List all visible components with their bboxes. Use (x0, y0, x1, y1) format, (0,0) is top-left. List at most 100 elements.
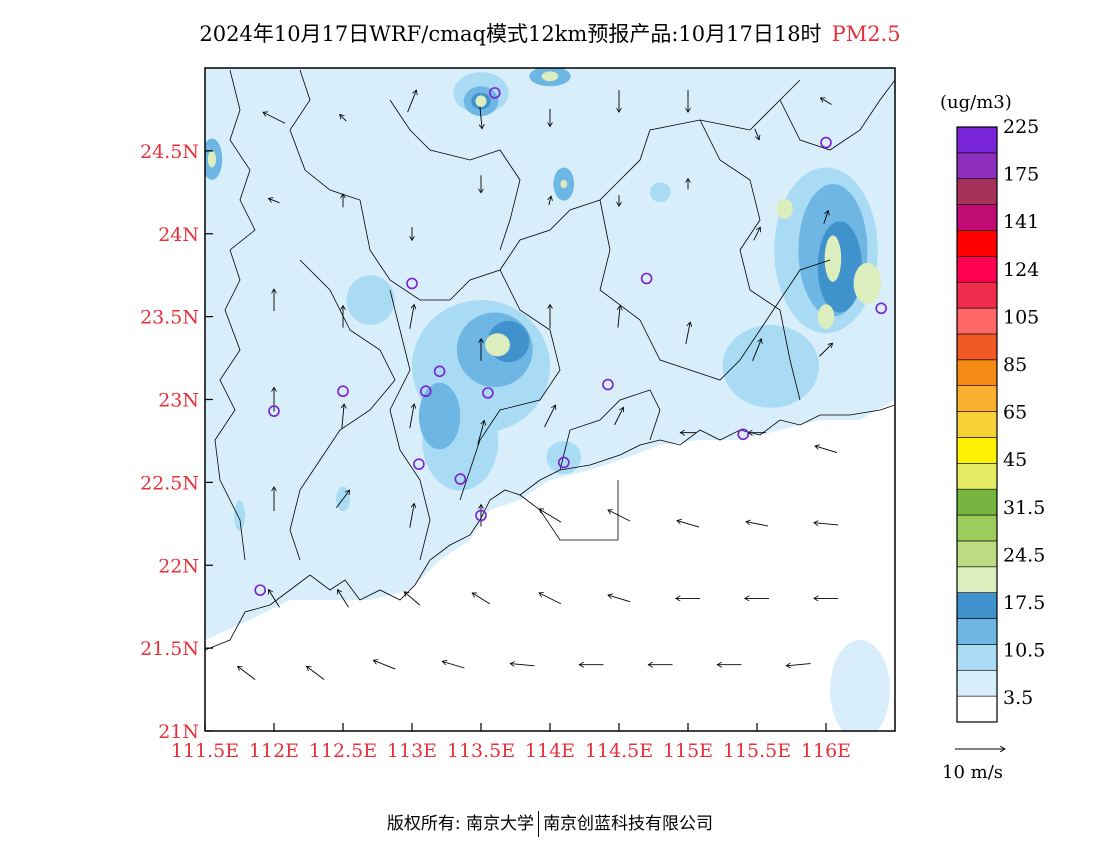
station-marker-14 (557, 456, 570, 469)
colorbar-swatch-16 (956, 281, 998, 309)
station-marker-0 (488, 87, 501, 99)
region-border-1 (214, 69, 256, 561)
wind-arrow-50 (608, 595, 631, 603)
wind-arrow-17 (823, 211, 828, 224)
wind-arrow-29 (409, 404, 414, 429)
colorbar-swatch-9 (956, 463, 998, 490)
pollution-blob-16 (475, 95, 487, 107)
region-border-7 (699, 119, 801, 401)
lon-label-6: 114.5E (585, 740, 653, 762)
lon-label-0: 111.5E (171, 740, 239, 762)
colorbar-label-6: 65 (1003, 402, 1027, 424)
title-variable: PM2.5 (831, 22, 901, 46)
colorbar-swatch-11 (956, 411, 998, 438)
lon-label-3: 113E (387, 740, 437, 762)
colorbar-swatch-6 (956, 540, 998, 568)
wind-arrow-58 (510, 664, 535, 666)
station-marker-9 (602, 378, 614, 391)
wind-arrow-9 (269, 198, 280, 204)
colorbar-label-11: 175 (1003, 164, 1039, 186)
lon-label-7: 115E (663, 740, 713, 762)
wind-arrows (238, 90, 839, 680)
wind-legend-label: 10 m/s (942, 762, 1003, 783)
lon-label-5: 114E (525, 740, 575, 762)
title-main: 2024年10月17日WRF/cmaq模式12km预报产品:10月17日18时 (199, 22, 822, 46)
pollution-blob-10 (776, 198, 793, 219)
estuary-box (519, 480, 619, 541)
wind-arrow-28 (342, 404, 344, 429)
pollution-blob-22 (560, 179, 568, 189)
colorbar-unit: (ug/m3) (940, 92, 1012, 113)
colorbar-swatch-18 (956, 230, 998, 257)
wind-arrow-20 (409, 305, 414, 329)
lon-label-2: 112.5E (309, 740, 377, 762)
colorbar-swatch-21 (956, 152, 998, 180)
station-marker-6 (337, 385, 349, 398)
colorbar-label-10: 141 (1003, 211, 1039, 233)
wind-arrow-47 (404, 592, 420, 606)
station-marker-1 (820, 136, 832, 149)
latitude-axis: 24.5N 24N 23.5N 23N 22.5N 22N 21.5N 21N (140, 141, 213, 743)
colorbar-swatch-20 (956, 178, 998, 205)
colorbar-swatch-8 (956, 488, 998, 516)
pollution-blob-11 (853, 262, 882, 305)
pollution-blob-9 (824, 235, 842, 282)
region-border-5 (459, 269, 561, 501)
wind-arrow-26 (819, 343, 832, 357)
station-marker-7 (419, 385, 432, 398)
wind-arrow-30 (477, 421, 485, 445)
colorbar-label-8: 105 (1003, 306, 1039, 328)
map-title: 2024年10月17日WRF/cmaq模式12km预报产品:10月17日18时 P… (0, 18, 1100, 48)
wind-arrow-38 (409, 503, 414, 528)
wind-arrow-7 (754, 128, 759, 140)
region-border-3 (389, 99, 521, 251)
wind-arrow-54 (238, 666, 256, 680)
wind-arrow-31 (544, 405, 556, 428)
lon-label-8: 115.5E (723, 740, 791, 762)
pollution-blob-23 (722, 324, 820, 408)
colorbar-label-7: 85 (1003, 354, 1027, 376)
station-marker-11 (737, 428, 750, 441)
offshore-field (830, 640, 890, 731)
colorbar-label-3: 24.5 (1003, 544, 1045, 566)
colorbar-swatch-17 (956, 256, 998, 283)
lat-label-5: 22N (158, 555, 199, 577)
lon-label-9: 116E (801, 740, 851, 762)
pollution-blob-12 (817, 304, 835, 330)
lat-label-6: 21.5N (140, 638, 199, 660)
pollution-blob-27 (650, 182, 671, 203)
wind-arrow-42 (677, 521, 700, 528)
colorbar-label-2: 17.5 (1003, 592, 1045, 614)
station-marker-10 (268, 405, 280, 417)
station-marker-2 (406, 277, 418, 290)
region-border-8 (779, 79, 895, 151)
pollution-blob-20 (207, 150, 217, 168)
wind-arrow-35 (815, 446, 838, 453)
footer-left: 版权所有: 南京大学 (386, 814, 535, 834)
lon-label-4: 113.5E (447, 740, 515, 762)
wind-arrow-41 (608, 510, 631, 522)
colorbar-swatch-1 (956, 669, 998, 697)
wind-arrow-0 (263, 112, 286, 124)
lat-label-0: 24.5N (140, 141, 199, 163)
wind-arrow-1 (340, 114, 347, 122)
colorbar-swatch-19 (956, 204, 998, 231)
wind-arrow-57 (442, 661, 465, 669)
station-marker-13 (454, 473, 467, 485)
pollution-field (205, 68, 895, 731)
colorbar-swatch-22 (956, 126, 998, 154)
wind-arrow-32 (614, 407, 624, 426)
colorbar-label-4: 31.5 (1003, 497, 1045, 519)
station-marker-16 (254, 584, 267, 596)
colorbar-swatch-10 (956, 437, 998, 464)
lon-label-1: 112E (249, 740, 299, 762)
pollution-blob-5 (418, 382, 461, 450)
wind-arrow-8 (821, 98, 832, 105)
colorbar-swatch-15 (956, 307, 998, 335)
wind-arrow-62 (786, 664, 811, 666)
monitoring-stations (254, 87, 888, 596)
station-marker-15 (475, 509, 487, 522)
station-marker-8 (482, 387, 494, 399)
wind-arrow-44 (814, 523, 839, 525)
colorbar-label-5: 45 (1003, 449, 1027, 471)
